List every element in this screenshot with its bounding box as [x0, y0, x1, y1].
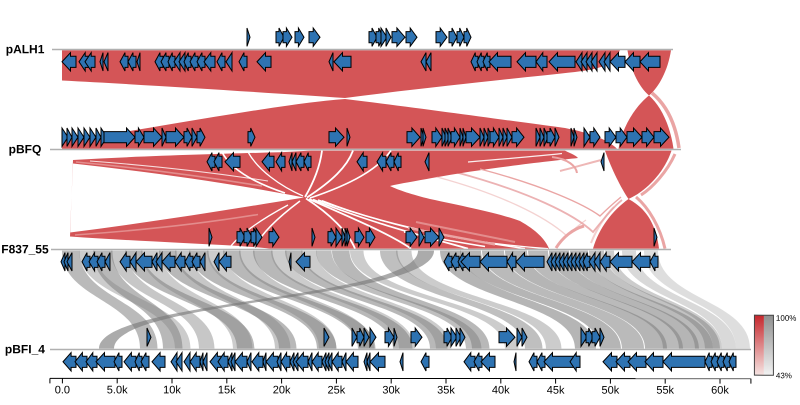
- svg-text:45k: 45k: [547, 385, 565, 397]
- svg-text:100%: 100%: [776, 314, 796, 323]
- svg-text:55k: 55k: [656, 385, 674, 397]
- svg-text:50k: 50k: [602, 385, 620, 397]
- svg-text:30k: 30k: [382, 384, 400, 396]
- svg-text:40k: 40k: [492, 385, 510, 397]
- svg-text:25k: 25k: [328, 384, 346, 396]
- svg-text:pALH1: pALH1: [6, 42, 45, 56]
- svg-text:5.0k: 5.0k: [107, 384, 128, 396]
- svg-text:pBFI_4: pBFI_4: [5, 342, 45, 356]
- svg-text:10k: 10k: [163, 384, 181, 396]
- svg-text:0.0: 0.0: [55, 384, 70, 396]
- svg-text:43%: 43%: [776, 371, 792, 380]
- svg-text:15k: 15k: [218, 384, 236, 396]
- svg-text:20k: 20k: [273, 384, 291, 396]
- svg-text:35k: 35k: [437, 385, 455, 397]
- svg-text:60k: 60k: [711, 385, 729, 397]
- svg-text:pBFQ: pBFQ: [9, 142, 42, 156]
- svg-text:F837_55: F837_55: [1, 242, 49, 256]
